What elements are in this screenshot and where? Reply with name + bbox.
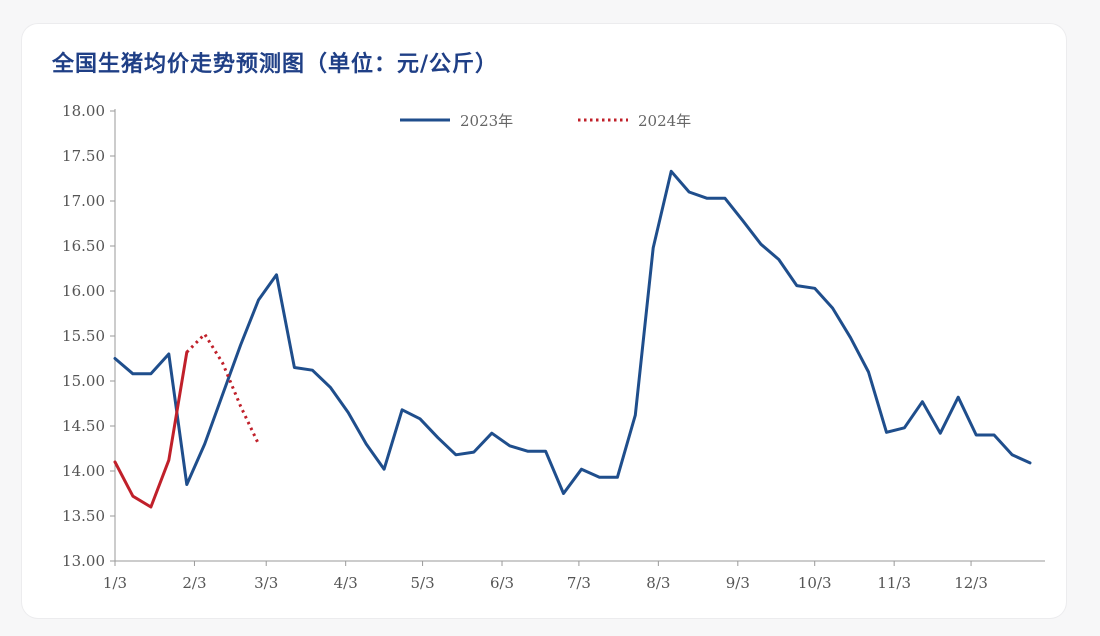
x-tick-label: 4/3	[334, 574, 358, 592]
x-tick-label: 12/3	[954, 574, 988, 592]
series-line-2024-forecast	[185, 332, 260, 445]
x-tick-label: 9/3	[726, 574, 750, 592]
legend: 2023年 2024年	[400, 112, 691, 130]
x-tick-label: 7/3	[567, 574, 591, 592]
y-tick-label: 14.00	[62, 462, 105, 480]
x-tick-label: 10/3	[798, 574, 832, 592]
series-line-2023	[113, 169, 1032, 495]
y-tick-label: 13.00	[62, 552, 105, 570]
y-tick-label: 15.00	[62, 372, 105, 390]
y-tick-label: 17.00	[62, 192, 105, 210]
axes: 18.00 17.50 17.00 16.50 16.00 15.50 15.00 14.50…	[62, 102, 1045, 592]
x-tick-label: 1/3	[103, 574, 127, 592]
y-tick-label: 16.00	[62, 282, 105, 300]
y-tick-label: 17.50	[62, 147, 105, 165]
legend-label-2024: 2024年	[638, 112, 691, 130]
x-tick-label: 2/3	[182, 574, 206, 592]
chart-title: 全国生猪均价走势预测图（单位：元/公斤）	[52, 52, 499, 77]
chart-card	[22, 24, 1066, 618]
y-tick-label: 15.50	[62, 327, 105, 345]
y-tick-label: 14.50	[62, 417, 105, 435]
x-tick-label: 5/3	[410, 574, 434, 592]
legend-label-2023: 2023年	[460, 112, 513, 130]
x-tick-label: 3/3	[254, 574, 278, 592]
x-tick-label: 8/3	[646, 574, 670, 592]
plot-area	[113, 169, 1032, 509]
y-tick-label: 16.50	[62, 237, 105, 255]
y-tick-label: 13.50	[62, 507, 105, 525]
y-tick-label: 18.00	[62, 102, 105, 120]
series-line-2024-actual	[113, 350, 189, 509]
x-tick-label: 11/3	[877, 574, 911, 592]
x-tick-label: 6/3	[490, 574, 514, 592]
